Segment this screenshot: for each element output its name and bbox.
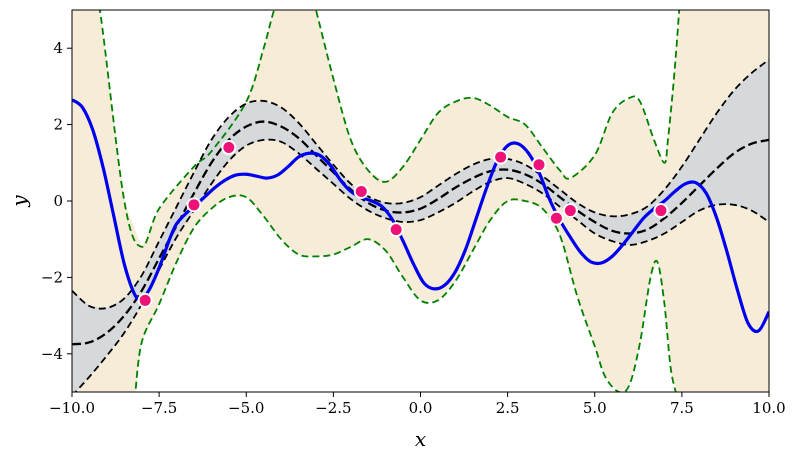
x-tick-label: −7.5 [141, 399, 177, 417]
observation-point [548, 210, 564, 226]
plot-content [72, 10, 769, 392]
wide-band-lower-line [134, 194, 677, 392]
x-tick-label: 10.0 [752, 399, 785, 417]
true-function-line [72, 98, 769, 334]
observation-point [137, 292, 153, 308]
y-tick-label: −2 [41, 268, 63, 286]
y-tick-label: 0 [53, 192, 63, 210]
observation-point [388, 222, 404, 238]
x-tick-label: −2.5 [315, 399, 351, 417]
y-axis-label: y [7, 195, 31, 208]
x-tick-label: −5.0 [228, 399, 264, 417]
observation-point [186, 197, 202, 213]
observation-point [653, 203, 669, 219]
y-tick-label: 4 [53, 39, 63, 57]
narrow-band-fill [72, 59, 769, 392]
y-tick-label: −4 [41, 345, 63, 363]
observation-point [531, 157, 547, 173]
mean-line [72, 120, 769, 346]
x-tick-label: 7.5 [670, 399, 694, 417]
x-tick-label: 5.0 [583, 399, 607, 417]
observation-points [137, 140, 669, 308]
wide-band-upper-line [98, 10, 681, 248]
observation-point [493, 149, 509, 165]
narrow-band-lower-line [74, 138, 769, 392]
y-axis-ticks: −4 −2 0 2 4 [41, 39, 72, 363]
x-tick-label: −10.0 [49, 399, 95, 417]
y-tick-label: 2 [53, 116, 63, 134]
observation-point [221, 140, 237, 156]
observation-point [562, 203, 578, 219]
x-tick-label: 2.5 [496, 399, 520, 417]
observation-point [353, 183, 369, 199]
x-axis-ticks: −10.0 −7.5 −5.0 −2.5 0.0 2.5 5.0 7.5 10.0 [49, 392, 786, 417]
x-axis-label: x [415, 427, 426, 451]
x-tick-label: 0.0 [409, 399, 433, 417]
narrow-band-upper-line [72, 58, 769, 310]
